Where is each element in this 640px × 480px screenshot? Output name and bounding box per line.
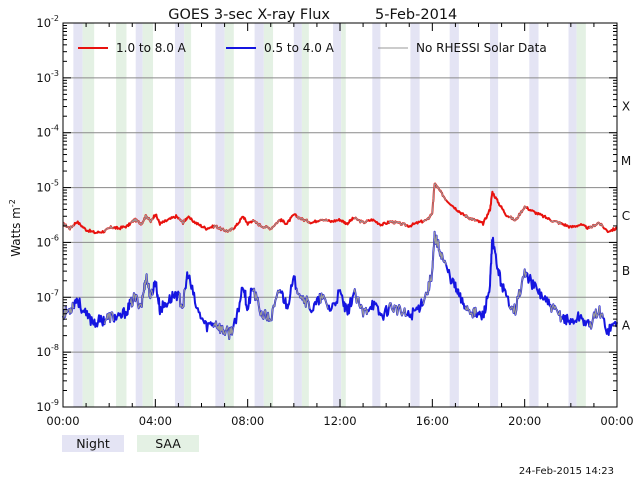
no-rhessi-segment-8-1 <box>353 288 369 317</box>
x-tick-label-2: 08:00 <box>231 414 264 428</box>
no-rhessi-segment-11-1 <box>464 305 477 318</box>
night-band-11 <box>529 23 539 407</box>
no-rhessi-segment-1-0 <box>104 225 114 233</box>
no-rhessi-segment-0-1 <box>62 302 75 320</box>
flare-class-labels: X M C B A <box>621 99 631 332</box>
saa-band-4 <box>224 23 234 407</box>
no-rhessi-segment-3-1 <box>178 289 186 309</box>
y-axis-label: Watts m-2 <box>8 199 23 257</box>
saa-band-8 <box>576 23 586 407</box>
night-band-8 <box>410 23 420 407</box>
saa-band-5 <box>263 23 274 407</box>
night-band-9 <box>449 23 459 407</box>
night-band-6 <box>333 23 342 407</box>
night-band-4 <box>254 23 264 407</box>
x-tick-label-0: 00:00 <box>46 414 79 428</box>
night-band-12 <box>568 23 577 407</box>
x-tick-label-6: 00:00 <box>600 414 633 428</box>
saa-band-0 <box>82 23 95 407</box>
y-tick-label-2: 10-7 <box>36 288 59 304</box>
no-rhessi-segment-9-1 <box>388 302 407 317</box>
no-rhessi-segment-12-1 <box>508 268 527 316</box>
no-rhessi-segment-6-1 <box>296 288 310 309</box>
night-band-2 <box>174 23 185 407</box>
flare-class-M: M <box>621 154 631 168</box>
no-rhessi-segment-5-1 <box>252 288 281 322</box>
chart-date: 5-Feb-2014 <box>375 7 457 23</box>
no-rhessi-segment-14-1 <box>588 305 604 330</box>
legend-label-blue: 0.5 to 4.0 A <box>264 41 335 55</box>
y-tick-label-4: 10-5 <box>36 179 59 195</box>
saa-band-1 <box>116 23 127 407</box>
no-rhessi-segment-8-0 <box>353 217 368 224</box>
no-rhessi-segment-6-0 <box>296 216 310 224</box>
night-band-1 <box>135 23 143 407</box>
saa-band-6 <box>301 23 309 407</box>
saa-band-3 <box>184 23 192 407</box>
no-rhessi-segment-13-0 <box>550 220 562 225</box>
saa-legend-box <box>137 435 199 452</box>
y-tick-label-3: 10-6 <box>36 233 59 249</box>
no-rhessi-segment-1-1 <box>104 311 115 325</box>
flare-class-B: B <box>622 264 630 278</box>
series-no-rhessi <box>62 183 604 340</box>
no-rhessi-segment-4-0 <box>213 225 234 233</box>
no-rhessi-segment-2-0 <box>130 214 154 226</box>
legend-label-gray: No RHESSI Solar Data <box>416 41 547 55</box>
axes <box>62 22 618 408</box>
night-band-5 <box>293 23 302 407</box>
no-rhessi-segment-7-0 <box>319 218 329 222</box>
y-tick-label-1: 10-8 <box>36 343 59 359</box>
y-tick-label-7: 10-2 <box>36 14 59 30</box>
y-tick-label-6: 10-3 <box>36 69 59 85</box>
no-rhessi-segment-2-1 <box>129 273 154 309</box>
night-band-10 <box>490 23 499 407</box>
legend-label-red: 1.0 to 8.0 A <box>116 41 187 55</box>
legend: 1.0 to 8.0 A 0.5 to 4.0 A No RHESSI Sola… <box>78 41 547 55</box>
bottom-legend: Night SAA <box>62 435 199 452</box>
no-rhessi-segment-12-0 <box>508 206 527 221</box>
chart-title: GOES 3-sec X-ray Flux <box>168 7 330 23</box>
y-tick-label-0: 10-9 <box>36 398 59 414</box>
night-band-0 <box>73 23 83 407</box>
no-rhessi-segment-10-0 <box>422 183 447 223</box>
no-rhessi-segment-11-0 <box>464 214 477 222</box>
night-legend-label: Night <box>76 436 110 451</box>
flare-class-A: A <box>622 319 631 333</box>
no-rhessi-segment-13-1 <box>550 303 563 322</box>
night-band-7 <box>372 23 381 407</box>
x-tick-label-1: 04:00 <box>139 414 172 428</box>
no-rhessi-segment-7-1 <box>319 293 329 309</box>
night-legend-box <box>62 435 124 452</box>
no-rhessi-segment-10-1 <box>422 231 447 305</box>
saa-band-2 <box>142 23 154 407</box>
x-tick-label-5: 20:00 <box>508 414 541 428</box>
no-rhessi-segment-3-0 <box>178 217 186 225</box>
no-rhessi-segment-5-0 <box>251 219 281 230</box>
night-band-3 <box>215 23 225 407</box>
timestamp: 24-Feb-2015 14:23 <box>519 466 614 477</box>
saa-legend-label: SAA <box>155 436 181 451</box>
saa-band-7 <box>341 23 346 407</box>
no-rhessi-segment-4-1 <box>213 320 234 340</box>
night-saa-bands <box>73 23 586 407</box>
flare-class-X: X <box>622 99 630 113</box>
x-tick-labels: 00:00 04:00 08:00 12:00 16:00 20:00 00:00 <box>46 414 633 428</box>
y-tick-labels: 10-9 10-8 10-7 10-6 10-5 10-4 10-3 10-2 <box>36 14 59 414</box>
no-rhessi-segment-9-0 <box>388 220 407 227</box>
no-rhessi-segment-14-0 <box>588 222 604 229</box>
x-tick-label-3: 12:00 <box>323 414 356 428</box>
grid-lines <box>63 77 617 353</box>
x-tick-label-4: 16:00 <box>416 414 449 428</box>
y-tick-label-5: 10-4 <box>36 124 59 140</box>
flare-class-C: C <box>622 209 630 223</box>
